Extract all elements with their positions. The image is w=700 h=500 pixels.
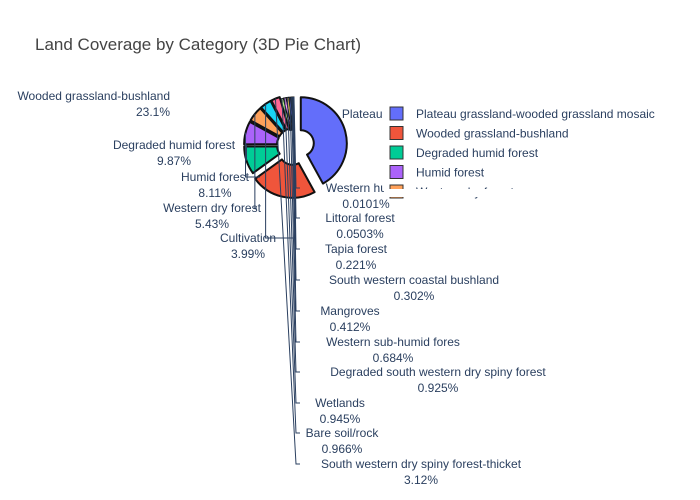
slice-percent-mangroves: 0.412% <box>330 320 371 334</box>
leader-line <box>284 97 300 404</box>
leader-lines <box>245 96 300 465</box>
slice-label-wetlands: Wetlands <box>315 396 365 410</box>
leader-line <box>289 97 300 343</box>
slice-percent-degraded-humid-forest: 9.87% <box>157 154 191 168</box>
slice-western-dry-forest[interactable] <box>249 107 284 138</box>
slice-percent-tapia-forest: 0.221% <box>336 258 377 272</box>
leader-line <box>287 97 300 373</box>
legend-label-degraded-humid-forest[interactable]: Degraded humid forest <box>416 146 539 160</box>
slice-label-cultivation: Cultivation <box>220 231 276 245</box>
slice-percent-humid-forest: 8.11% <box>198 186 231 200</box>
slice-label-western-dry-forest: Western dry forest <box>163 201 261 215</box>
chart-title: Land Coverage by Category (3D Pie Chart) <box>35 35 361 54</box>
slice-label-south-western-coastal-bushland: South western coastal bushland <box>329 273 499 287</box>
slice-percent-western-humid: 0.0101% <box>342 197 390 211</box>
legend-swatch-wooded-grassland-bushland[interactable] <box>389 126 404 140</box>
slice-percent-south-western-coastal-bushland: 0.302% <box>394 289 435 303</box>
legend-background <box>384 100 689 190</box>
slice-percent-wooded-grassland-bushland: 23.1% <box>136 105 170 119</box>
legend-swatch-humid-forest[interactable] <box>389 165 404 179</box>
slice-percent-littoral-forest: 0.0503% <box>336 227 384 241</box>
slice-label-humid-forest: Humid forest <box>181 170 250 184</box>
leader-line <box>254 113 257 209</box>
slice-label-degraded-humid-forest: Degraded humid forest <box>113 138 236 152</box>
leader-line <box>291 97 300 312</box>
legend-label-humid-forest[interactable]: Humid forest <box>416 166 485 180</box>
slice-label-tapia-forest: Tapia forest <box>325 242 388 256</box>
slice-percent-bare-soil-rock: 0.966% <box>322 442 363 456</box>
leader-line <box>292 97 300 281</box>
legend-swatch-degraded-humid-forest[interactable] <box>389 145 404 160</box>
slice-label-bare-soil-rock: Bare soil/rock <box>306 426 380 440</box>
leader-line <box>274 98 300 465</box>
slice-label-littoral-forest: Littoral forest <box>325 211 395 225</box>
slice-plateau-grassland-wooded-grassland-mosaic[interactable] <box>299 96 348 185</box>
slice-percent-degraded-south-western-dry-spiny-forest: 0.925% <box>418 381 459 395</box>
legend: Plateau grassland-wooded grassland mosai… <box>384 100 689 199</box>
leader-line <box>265 103 293 239</box>
slice-percent-wetlands: 0.945% <box>320 412 361 426</box>
slice-percent-south-western-dry-spiny-forest-thicket: 3.12% <box>404 473 438 487</box>
legend-label-wooded-grassland-bushland[interactable]: Wooded grassland-bushland <box>416 127 569 141</box>
slice-percent-western-sub-humid-fores: 0.684% <box>373 351 414 365</box>
slice-label-western-sub-humid-fores: Western sub-humid fores <box>326 335 460 349</box>
legend-swatch-plateau-grassland-wooded-grassland-mosaic[interactable] <box>389 106 404 121</box>
leader-line <box>281 98 300 434</box>
slice-label-degraded-south-western-dry-spiny-forest: Degraded south western dry spiny forest <box>330 365 546 379</box>
slice-label-south-western-dry-spiny-forest-thicket: South western dry spiny forest-thicket <box>321 457 522 471</box>
leader-line <box>292 96 300 250</box>
slice-percent-cultivation: 3.99% <box>231 247 265 261</box>
slice-percent-western-dry-forest: 5.43% <box>195 217 229 231</box>
legend-label-plateau-grassland-wooded-grassland-mosaic[interactable]: Plateau grassland-wooded grassland mosai… <box>416 107 655 121</box>
slice-humid-forest[interactable] <box>243 120 280 146</box>
legend-clip <box>384 189 584 197</box>
slice-label-mangroves: Mangroves <box>320 304 379 318</box>
slice-label-wooded-grassland-bushland: Wooded grassland-bushland <box>17 89 170 103</box>
